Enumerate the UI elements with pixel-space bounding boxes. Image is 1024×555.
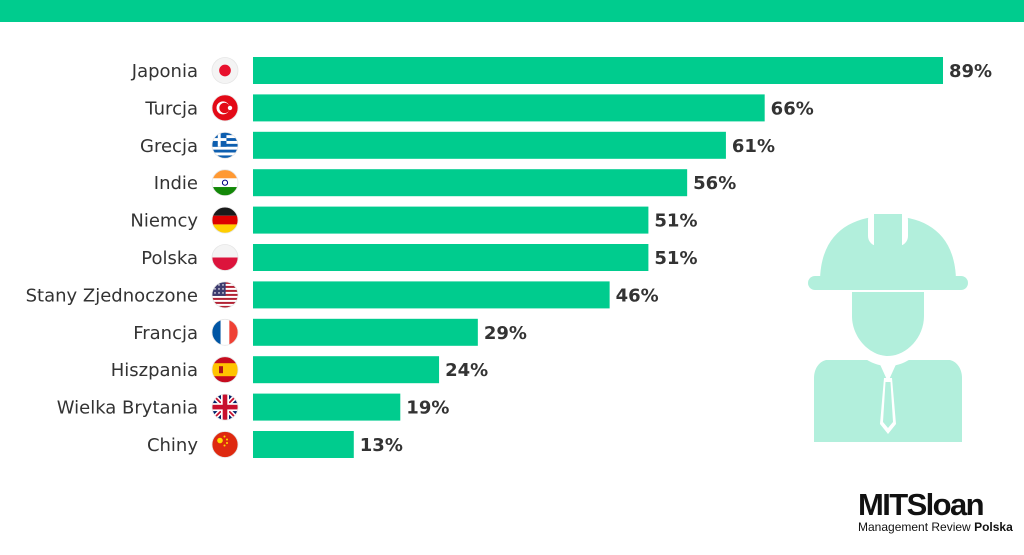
category-label: Chiny bbox=[147, 435, 198, 456]
bar bbox=[253, 131, 726, 159]
value-label: 19% bbox=[406, 398, 449, 419]
value-label: 56% bbox=[693, 173, 736, 194]
category-label: Indie bbox=[154, 173, 198, 194]
brand-logo: MITSloan Management Review Polska bbox=[858, 487, 1013, 534]
category-label: Polska bbox=[141, 248, 198, 269]
bar bbox=[253, 393, 401, 421]
flag-outline bbox=[211, 356, 239, 384]
bar-chart: Japonia 89% Turcja 66% Grecja 61% Indie 56% Niem… bbox=[26, 57, 992, 458]
brand-name: MITSloan bbox=[858, 487, 985, 522]
turkey-flag-icon bbox=[212, 94, 238, 121]
india-flag-icon bbox=[212, 169, 238, 196]
bar bbox=[253, 318, 478, 346]
flag-outline bbox=[211, 281, 239, 309]
category-label: Grecja bbox=[140, 136, 198, 157]
flag-outline bbox=[211, 318, 239, 346]
bar bbox=[253, 206, 649, 234]
flag-outline bbox=[211, 169, 239, 197]
flag-outline bbox=[211, 244, 239, 271]
flag-outline bbox=[211, 393, 239, 421]
value-label: 46% bbox=[616, 285, 659, 306]
china-flag-icon bbox=[212, 431, 238, 458]
bar bbox=[253, 281, 610, 309]
brand-subtitle-regular: Management Review bbox=[858, 520, 971, 534]
bar bbox=[253, 431, 354, 458]
category-label: Wielka Brytania bbox=[57, 398, 198, 419]
bar bbox=[253, 94, 765, 122]
japan-flag-icon bbox=[212, 57, 238, 84]
value-label: 29% bbox=[484, 323, 527, 344]
category-label: Turcja bbox=[144, 98, 198, 119]
germany-flag-icon bbox=[212, 207, 238, 234]
poland-flag-icon bbox=[212, 244, 238, 271]
construction-worker-icon bbox=[808, 210, 968, 442]
value-label: 24% bbox=[445, 360, 488, 381]
flag-outline bbox=[211, 131, 239, 159]
uk-flag-icon bbox=[212, 394, 238, 421]
brand-subtitle: Management Review Polska bbox=[858, 520, 1013, 534]
spain-flag-icon bbox=[212, 356, 238, 383]
category-label: Niemcy bbox=[130, 211, 198, 232]
value-label: 51% bbox=[654, 211, 697, 232]
category-label: Japonia bbox=[131, 61, 198, 82]
value-label: 13% bbox=[360, 435, 403, 456]
bar bbox=[253, 244, 649, 271]
value-label: 89% bbox=[949, 61, 992, 82]
flag-outline bbox=[211, 206, 239, 234]
brand-subtitle-bold: Polska bbox=[974, 520, 1013, 534]
usa-flag-icon bbox=[212, 281, 238, 308]
top-accent-band bbox=[0, 0, 1024, 22]
flag-outline bbox=[211, 94, 239, 122]
france-flag-icon bbox=[212, 319, 238, 346]
category-label: Hiszpania bbox=[111, 360, 198, 381]
value-label: 66% bbox=[771, 98, 814, 119]
flag-outline bbox=[211, 57, 239, 84]
bar bbox=[253, 57, 943, 84]
category-label: Francja bbox=[133, 323, 198, 344]
value-label: 51% bbox=[654, 248, 697, 269]
category-label: Stany Zjednoczone bbox=[26, 285, 198, 306]
flag-outline bbox=[211, 431, 239, 458]
bar bbox=[253, 169, 688, 197]
bar bbox=[253, 356, 440, 384]
value-label: 61% bbox=[732, 136, 775, 157]
